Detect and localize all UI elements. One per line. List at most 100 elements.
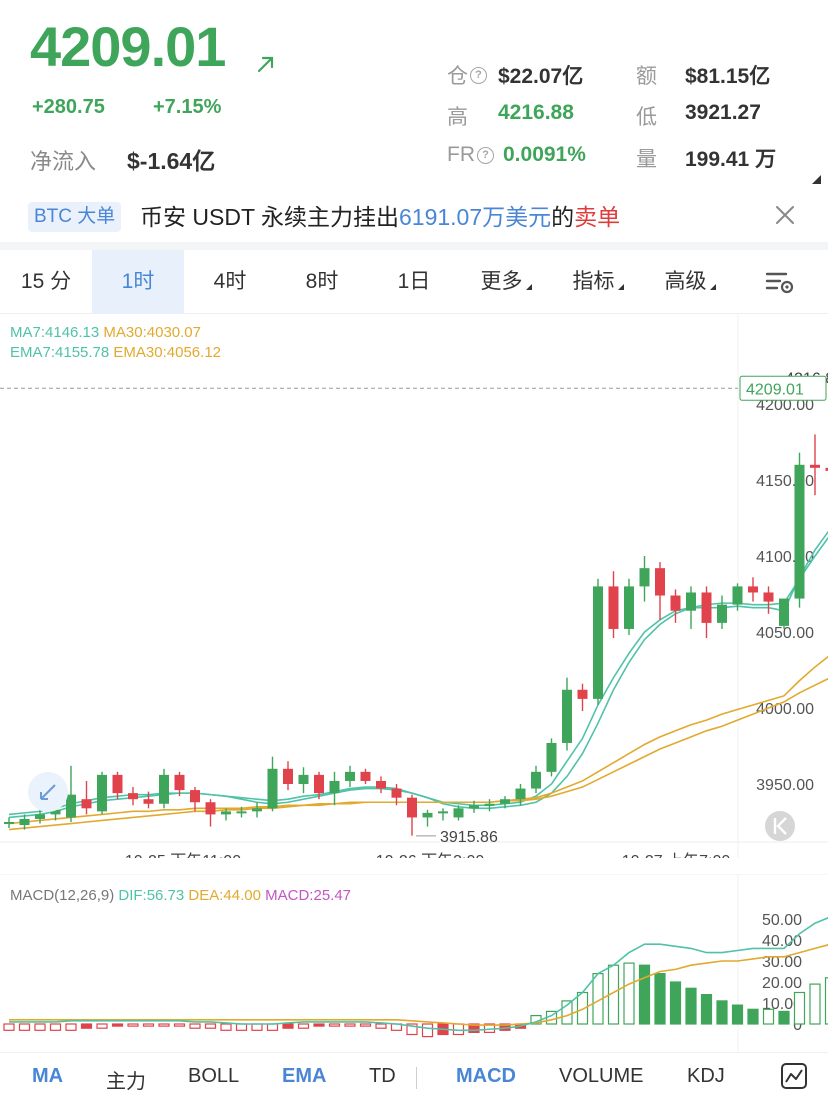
- macd-histogram-bar: [328, 1023, 341, 1027]
- candle-body: [236, 811, 247, 814]
- high-label: 高: [447, 106, 468, 129]
- tab-4h[interactable]: 4时: [213, 270, 247, 293]
- tab-8h[interactable]: 8时: [305, 270, 339, 293]
- notice-text: 币安 USDT 永续主力挂出6191.07万美元的卖单: [140, 204, 621, 230]
- macd-histogram-bar: [142, 1023, 155, 1027]
- ma-line-ema30: [8, 655, 828, 825]
- ind-main[interactable]: 主力: [106, 1071, 146, 1093]
- change-percent: +7.15%: [153, 96, 222, 118]
- macd-histogram-bar: [251, 1023, 263, 1031]
- time-axis-label: 10-27 上午7:00: [622, 852, 731, 858]
- candle-body: [97, 774, 107, 812]
- ticker-header: 4209.01 +280.75 +7.15% 净流入 $-1.64亿 仓? $2…: [0, 0, 828, 190]
- candle-body: [686, 592, 696, 611]
- tab-advanced[interactable]: 高级: [644, 250, 736, 314]
- chart-area[interactable]: MA7:4146.13 MA30:4030.07 EMA7:4155.78 EM…: [0, 314, 828, 1100]
- candle-body: [484, 803, 495, 806]
- candle-body: [283, 768, 293, 784]
- macd-tick-label: 0: [793, 1017, 802, 1034]
- funding-rate-label[interactable]: FR?: [447, 143, 494, 167]
- help-icon[interactable]: ?: [477, 146, 494, 164]
- ind-td[interactable]: TD: [369, 1065, 396, 1087]
- candle-body: [779, 598, 789, 626]
- macd-histogram-bar: [313, 1023, 325, 1027]
- ind-boll[interactable]: BOLL: [188, 1065, 240, 1087]
- low-value: 3921.27: [685, 101, 761, 124]
- macd-histogram-bar: [220, 1023, 232, 1031]
- candlestick-chart[interactable]: 4200.00 4150.00 4100.00 4050.00 4000.00 3950.…: [0, 314, 828, 858]
- candle-body: [314, 774, 324, 794]
- ma-line-ma7: [8, 536, 828, 819]
- expand-corner-icon[interactable]: [812, 166, 821, 184]
- candle-body: [81, 799, 92, 809]
- ind-kdj[interactable]: KDJ: [687, 1065, 725, 1087]
- macd-histogram-bar: [65, 1023, 77, 1031]
- macd-histogram-bar: [406, 1023, 418, 1036]
- candle-body: [267, 768, 278, 809]
- scroll-latest-button[interactable]: [765, 811, 795, 841]
- macd-histogram-bar: [173, 1023, 186, 1027]
- macd-histogram-bar: [235, 1023, 248, 1031]
- tab-15m[interactable]: 15 分: [20, 270, 72, 293]
- tab-divider: [416, 1067, 417, 1089]
- help-icon[interactable]: ?: [470, 66, 487, 84]
- drawing-tool-icon[interactable]: [780, 1062, 808, 1090]
- candle-body: [608, 586, 619, 629]
- high-value: 4216.88: [498, 101, 574, 124]
- candle-body: [825, 467, 828, 471]
- large-order-notice[interactable]: BTC 大单 币安 USDT 永续主力挂出6191.07万美元的卖单: [0, 194, 828, 242]
- chart-settings-icon[interactable]: [764, 268, 796, 296]
- open-interest-label[interactable]: 仓?: [447, 60, 487, 90]
- macd-histogram-bar: [669, 981, 682, 1025]
- candle-body: [252, 808, 262, 812]
- macd-tick-label: 40.00: [762, 933, 802, 950]
- candle-body: [624, 586, 634, 629]
- macd-histogram-bar: [700, 993, 713, 1025]
- candle-body: [717, 604, 727, 623]
- macd-histogram-bar: [561, 1000, 573, 1025]
- volume-value: 199.41 万: [685, 148, 777, 171]
- candle-body: [112, 774, 123, 794]
- candle-body: [469, 805, 479, 809]
- tab-more[interactable]: 更多: [460, 250, 552, 314]
- current-price-tag-label: 4209.01: [746, 381, 804, 398]
- tab-1d[interactable]: 1日: [397, 270, 431, 293]
- amount-value: $81.15亿: [685, 65, 771, 88]
- trend-up-arrow-icon: [257, 56, 274, 73]
- macd-histogram-bar: [762, 1008, 775, 1025]
- macd-histogram-bar: [731, 1004, 744, 1025]
- candle-body: [655, 568, 665, 596]
- macd-histogram-bar: [638, 964, 651, 1025]
- dropdown-triangle-icon: [617, 284, 624, 290]
- indicator-bar: MA 主力 BOLL EMA TD MACD VOLUME KDJ: [0, 1052, 828, 1101]
- close-icon[interactable]: [774, 204, 796, 226]
- candle-body: [4, 822, 14, 824]
- ma-line-ma30: [8, 677, 828, 831]
- scroll-latest-icon: [773, 817, 787, 835]
- candle-body: [221, 811, 231, 815]
- macd-histogram-bar: [747, 1008, 759, 1025]
- candle-body: [407, 797, 417, 818]
- tab-1h[interactable]: 1时: [92, 250, 184, 314]
- price-tick-label: 4050.00: [756, 625, 814, 642]
- candle-body: [345, 771, 355, 781]
- section-divider: [0, 242, 828, 250]
- zoom-button[interactable]: [28, 772, 68, 812]
- candle-body: [35, 814, 45, 819]
- ind-ema[interactable]: EMA: [282, 1065, 327, 1087]
- candle-body: [593, 586, 603, 699]
- candle-body: [577, 689, 588, 699]
- time-axis-label: 10-26 下午3:00: [376, 852, 485, 858]
- tab-indicators[interactable]: 指标: [552, 250, 644, 314]
- ind-macd[interactable]: MACD: [456, 1065, 516, 1087]
- candle-body: [143, 799, 154, 804]
- ind-volume[interactable]: VOLUME: [559, 1065, 644, 1087]
- macd-histogram-bar: [359, 1023, 372, 1027]
- candle-body: [391, 788, 402, 798]
- ind-ma[interactable]: MA: [32, 1065, 64, 1087]
- ma-legend: MA7:4146.13 MA30:4030.07: [10, 324, 201, 341]
- candle-body: [763, 592, 774, 602]
- candle-body: [732, 586, 743, 605]
- macd-histogram-bar: [793, 991, 806, 1025]
